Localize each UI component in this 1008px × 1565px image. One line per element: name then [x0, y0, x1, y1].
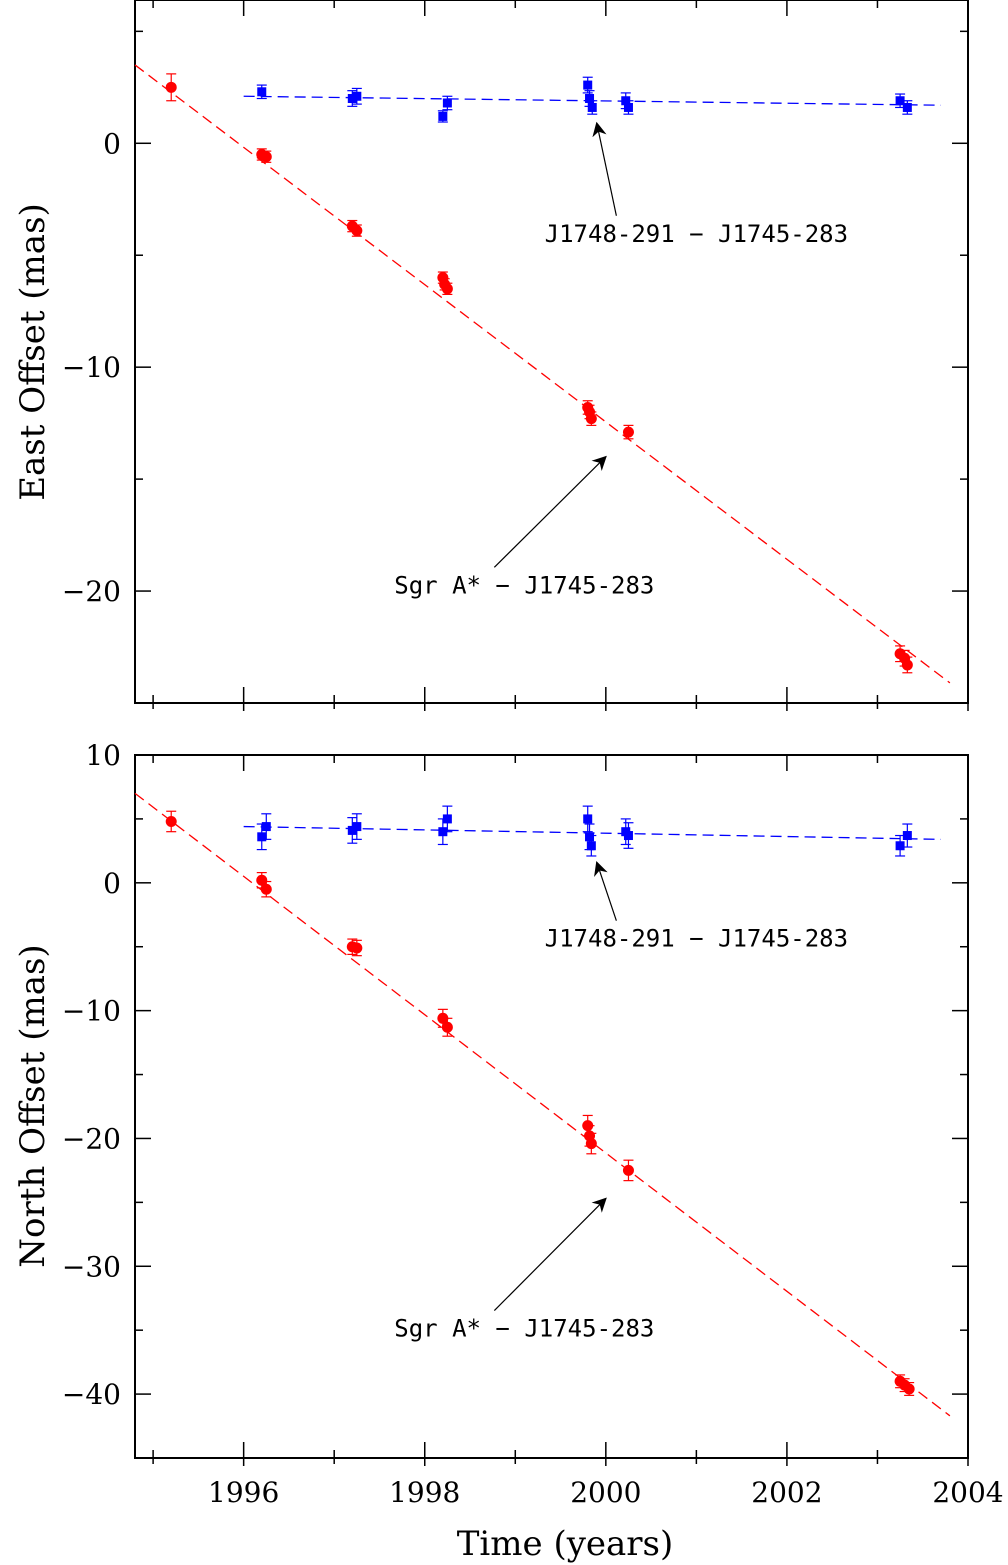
y-tick-label: −10	[62, 351, 121, 384]
plot-frame-bottom	[134, 754, 969, 1459]
annotation-label: Sgr A* − J1745-283	[394, 1315, 654, 1343]
annotation-arrow	[493, 455, 607, 568]
y-tick-label: −10	[62, 995, 121, 1028]
ticks-top: 0 −10 −20	[62, 0, 969, 711]
y-tick-label: −20	[62, 1122, 121, 1155]
data-point-j1748	[442, 98, 452, 108]
data-point-sgr	[165, 81, 177, 93]
data-point-j1748	[347, 94, 357, 104]
data-point-j1748	[442, 814, 452, 824]
panel-north-offset: 1996 1998 2000 2002 2004 10 0 −10 −20 −30 −40 J174…	[13, 739, 1004, 1564]
y-tick-label: −40	[62, 1378, 121, 1411]
y-tick-label: −30	[62, 1250, 121, 1283]
y-axis-label-east: East Offset (mas)	[13, 203, 53, 501]
y-tick-label: 0	[103, 127, 121, 160]
annotation-label: J1748-291 − J1745-283	[545, 925, 848, 953]
data-point-j1748	[347, 825, 357, 835]
x-tick-label: 2002	[751, 1476, 822, 1509]
data-points-bottom	[165, 805, 915, 1396]
data-point-sgr	[585, 413, 597, 425]
data-point-sgr	[901, 659, 913, 671]
x-axis-label: Time (years)	[457, 1524, 674, 1564]
data-point-sgr	[622, 1164, 634, 1176]
panel-east-offset: 0 −10 −20 J1748-291 − J1745-283 Sgr A* − J1…	[13, 0, 969, 711]
data-point-j1748	[352, 822, 362, 832]
data-point-j1748	[585, 832, 595, 842]
annotation-arrow	[592, 121, 617, 216]
ticks-bottom: 1996 1998 2000 2002 2004 10 0 −10 −20 −30 −40	[62, 739, 1004, 1509]
data-point-j1748	[586, 841, 596, 851]
fit-line-sgr	[134, 64, 951, 684]
data-point-j1748	[585, 94, 595, 104]
plot-frame-top	[134, 0, 969, 704]
data-point-j1748	[583, 80, 593, 90]
data-point-sgr	[256, 874, 268, 886]
data-point-sgr	[441, 283, 453, 295]
data-point-sgr	[903, 1383, 915, 1395]
data-point-sgr	[351, 942, 363, 954]
annotation-label: J1748-291 − J1745-283	[545, 220, 848, 248]
annotations-top: J1748-291 − J1745-283 Sgr A* − J1745-283	[394, 121, 848, 599]
data-point-j1748	[623, 831, 633, 841]
x-tick-label: 2000	[570, 1476, 641, 1509]
data-point-j1748	[623, 102, 633, 112]
data-point-sgr	[622, 426, 634, 438]
y-tick-label: −20	[62, 575, 121, 608]
y-axis-label-north: North Offset (mas)	[13, 944, 53, 1267]
data-point-j1748	[902, 831, 912, 841]
annotation-arrow	[493, 1197, 607, 1311]
x-tick-label: 1996	[208, 1476, 279, 1509]
data-point-j1748	[352, 91, 362, 101]
data-point-sgr	[260, 151, 272, 163]
y-tick-label: 0	[103, 867, 121, 900]
data-point-j1748	[257, 87, 267, 97]
data-point-j1748	[257, 832, 267, 842]
data-point-sgr	[441, 1021, 453, 1033]
data-point-sgr	[351, 225, 363, 237]
x-tick-label: 1998	[389, 1476, 460, 1509]
data-point-j1748	[583, 814, 593, 824]
data-point-j1748	[895, 96, 905, 106]
annotation-arrow	[594, 861, 617, 921]
data-point-j1748	[902, 102, 912, 112]
data-point-sgr	[260, 883, 272, 895]
data-point-sgr	[165, 815, 177, 827]
data-point-j1748	[438, 111, 448, 121]
data-points-top	[165, 73, 913, 674]
annotation-label: Sgr A* − J1745-283	[394, 571, 654, 599]
x-tick-label: 2004	[932, 1476, 1003, 1509]
data-point-j1748	[261, 822, 271, 832]
data-point-sgr	[585, 1138, 597, 1150]
data-point-j1748	[895, 841, 905, 851]
data-point-j1748	[587, 102, 597, 112]
y-tick-label: 10	[85, 739, 121, 772]
annotations-bottom: J1748-291 − J1745-283 Sgr A* − J1745-283	[394, 861, 848, 1343]
